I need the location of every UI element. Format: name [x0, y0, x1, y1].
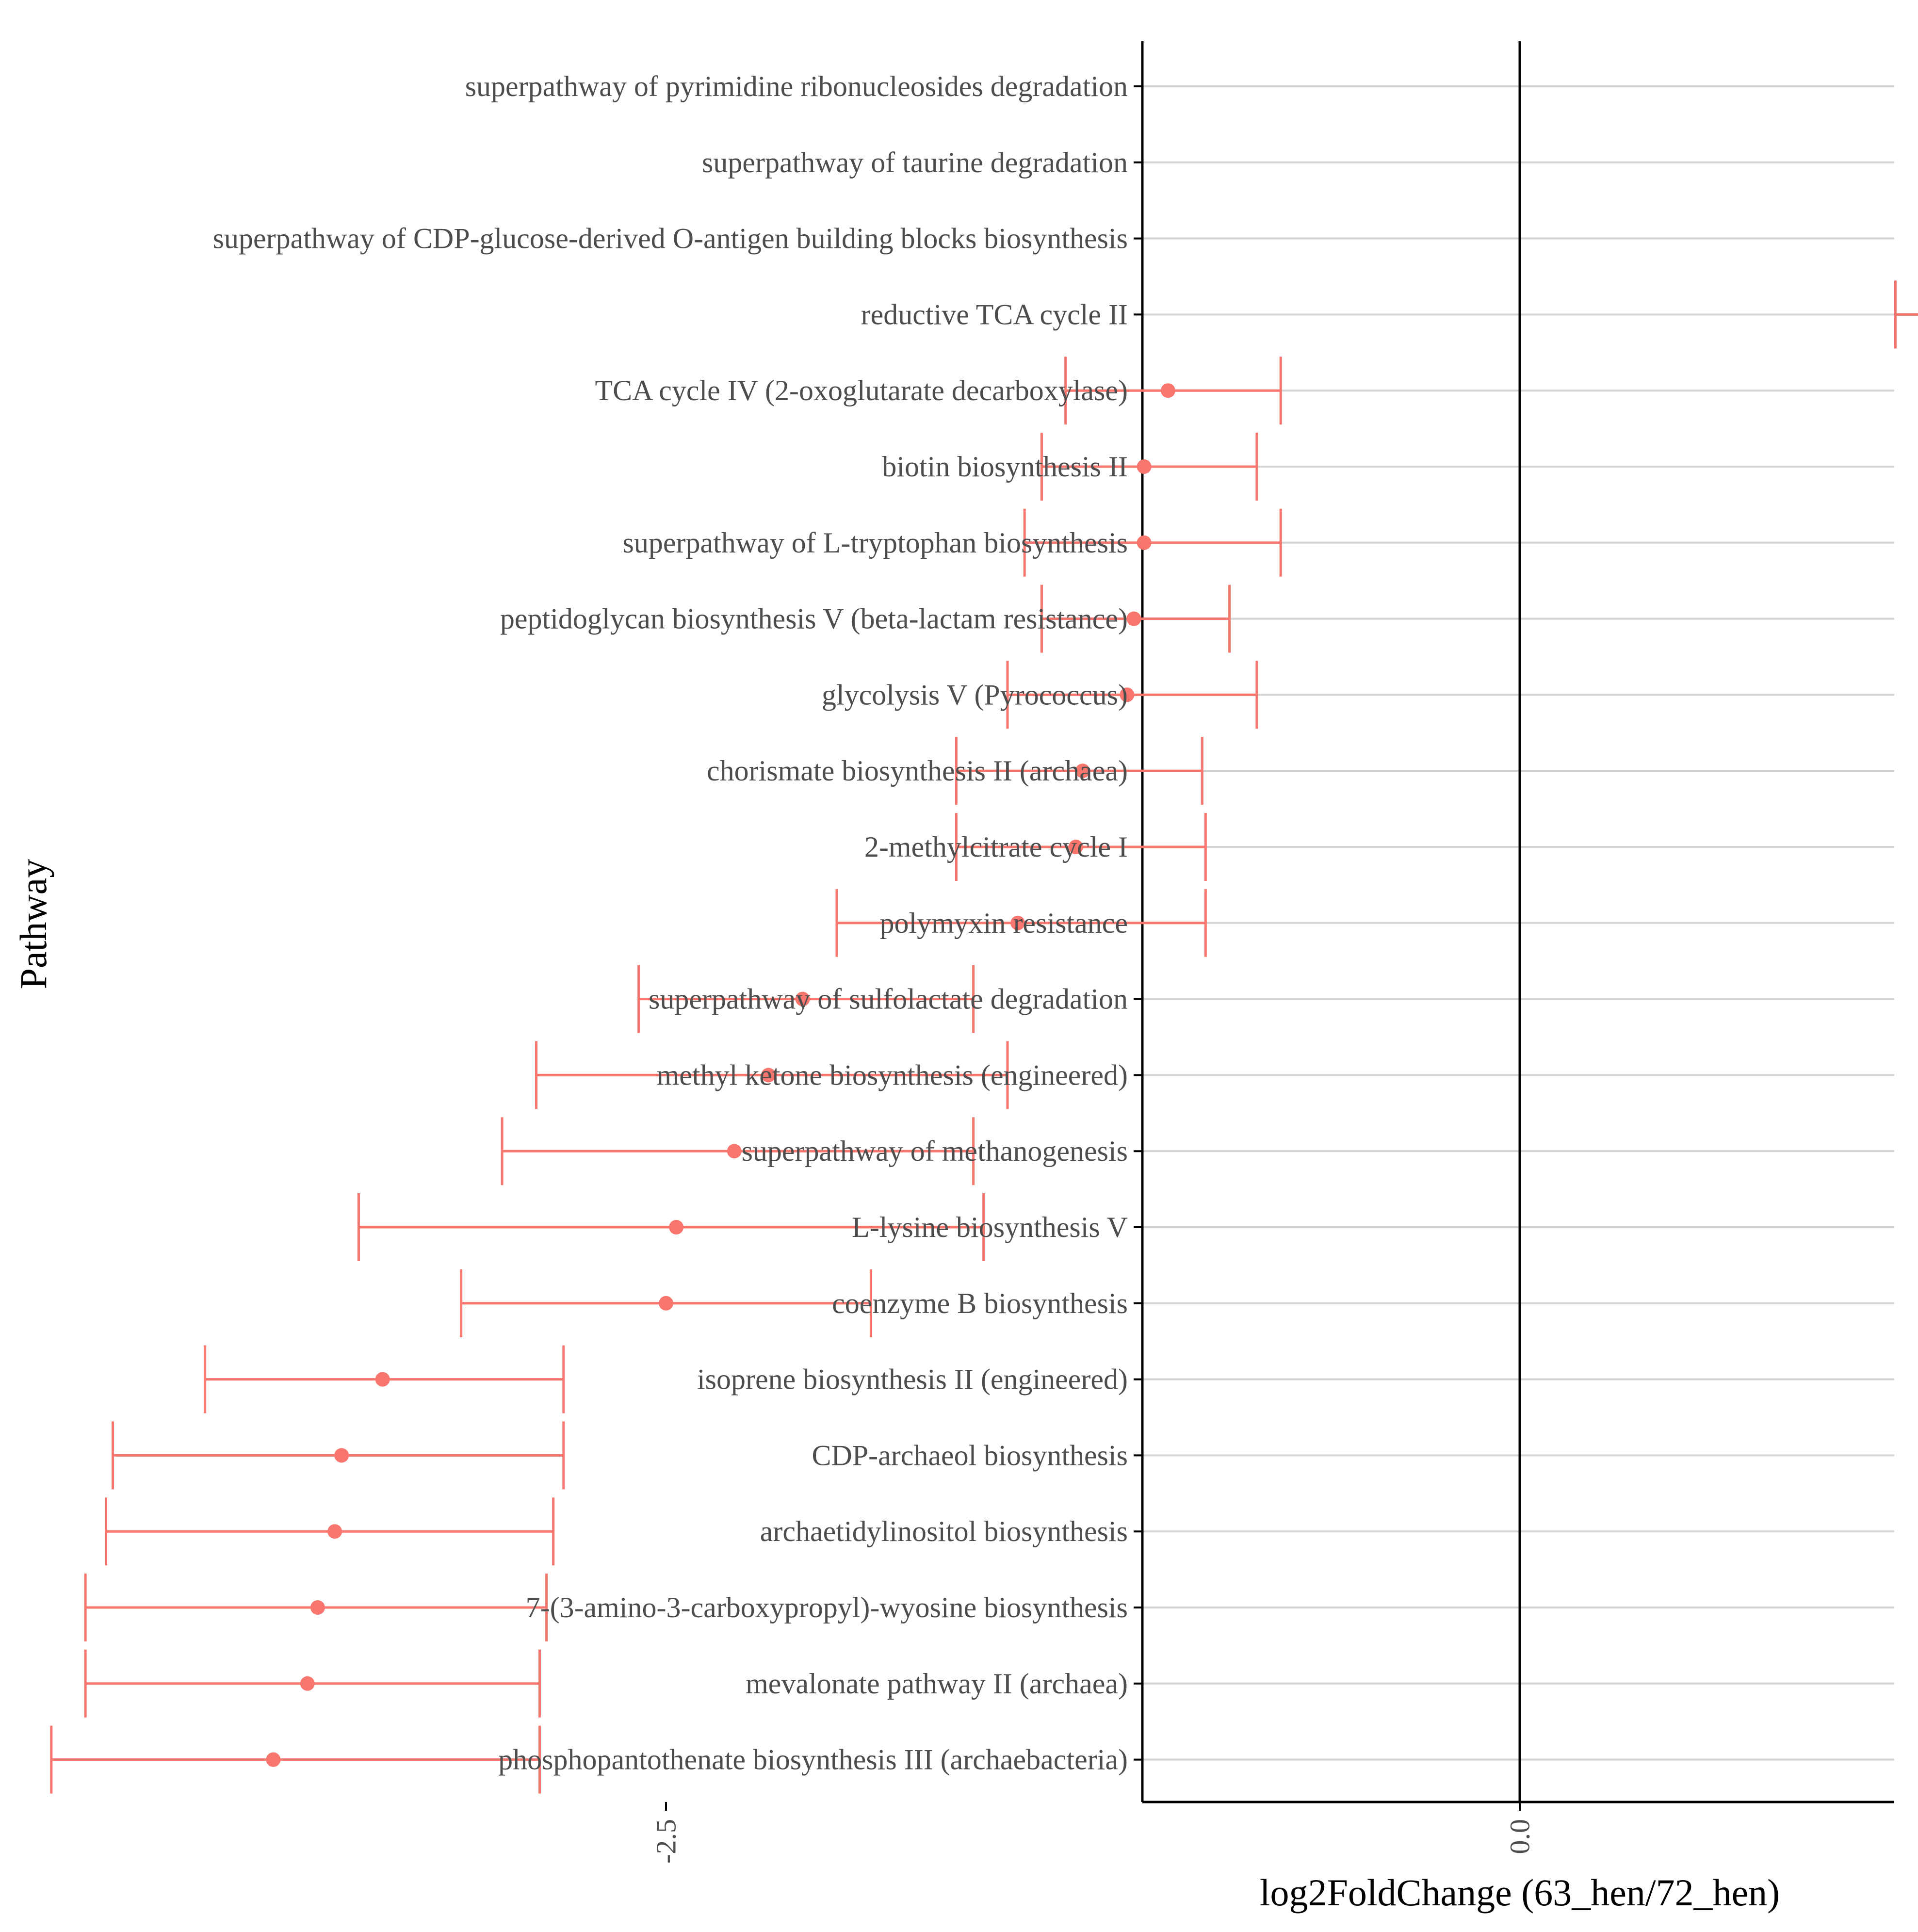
data-point [1137, 459, 1152, 474]
data-point [334, 1448, 349, 1463]
data-points [266, 383, 1175, 1767]
data-point [727, 1144, 742, 1159]
data-point [1120, 687, 1135, 702]
category-label: TCA cycle IV (2-oxoglutarate decarboxyla… [595, 374, 1128, 406]
category-label: superpathway of L-tryptophan biosynthesi… [623, 527, 1128, 559]
category-label: superpathway of taurine degradation [702, 146, 1128, 179]
category-label: archaetidylinositol biosynthesis [760, 1515, 1128, 1547]
category-label: CDP-archaeol biosynthesis [812, 1439, 1128, 1471]
data-point [327, 1524, 342, 1539]
category-label: 7-(3-amino-3-carboxypropyl)-wyosine bios… [526, 1591, 1128, 1624]
data-point [1010, 915, 1025, 930]
data-point [659, 1296, 673, 1311]
x-ticks: -5.0-2.50.02.55.0 [650, 1802, 1536, 1864]
gridlines [1142, 85, 1894, 1761]
x-axis-title: log2FoldChange (63_hen/72_hen) [1260, 1871, 1780, 1914]
category-label: 2-methylcitrate cycle I [864, 831, 1128, 863]
data-point [310, 1600, 325, 1615]
data-point [375, 1372, 390, 1387]
axes [1134, 41, 1894, 1803]
data-point [795, 991, 810, 1007]
y-axis-title: Pathway [12, 859, 54, 990]
data-point [1126, 611, 1141, 626]
data-point [761, 1068, 776, 1083]
category-label: superpathway of pyrimidine ribonucleosid… [465, 70, 1128, 102]
category-label: superpathway of CDP-glucose-derived O-an… [213, 223, 1128, 255]
category-label: methyl ketone biosynthesis (engineered) [657, 1059, 1128, 1091]
category-label: chorismate biosynthesis II (archaea) [707, 755, 1128, 787]
data-point [1137, 535, 1152, 550]
category-label: coenzyme B biosynthesis [832, 1287, 1128, 1319]
data-point [669, 1220, 684, 1234]
data-point [1075, 763, 1090, 779]
category-label: isoprene biosynthesis II (engineered) [697, 1364, 1128, 1396]
category-label: peptidoglycan biosynthesis V (beta-lacta… [500, 603, 1128, 635]
data-point [300, 1676, 315, 1691]
data-point [1160, 383, 1175, 398]
category-labels: superpathway of pyrimidine ribonucleosid… [213, 70, 1128, 1776]
category-label: superpathway of sulfolactate degradation [649, 983, 1128, 1015]
category-label: mevalonate pathway II (archaea) [746, 1668, 1128, 1700]
x-tick-label: -2.5 [650, 1819, 682, 1864]
x-tick-label: 0.0 [1504, 1819, 1536, 1854]
category-label: glycolysis V (Pyrococcus) [822, 679, 1128, 711]
category-label: biotin biosynthesis II [882, 451, 1128, 483]
category-label: polymyxin resistance [879, 907, 1128, 939]
category-label: phosphopantothenate biosynthesis III (ar… [498, 1744, 1128, 1776]
data-point [1068, 840, 1083, 854]
category-label: superpathway of methanogenesis [742, 1135, 1128, 1167]
category-label: L-lysine biosynthesis V [852, 1211, 1128, 1243]
data-point [266, 1752, 281, 1767]
category-label: reductive TCA cycle II [861, 298, 1128, 330]
